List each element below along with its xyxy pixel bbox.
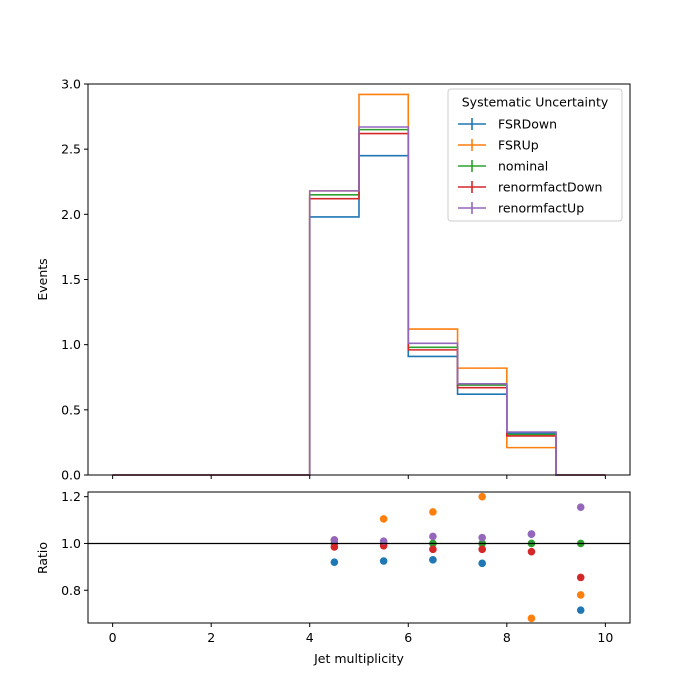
main-y-tick-label: 0.5	[61, 402, 81, 417]
legend-label: FSRDown	[498, 117, 557, 132]
legend-title: Systematic Uncertainty	[462, 95, 609, 110]
ratio-point-FSRDown	[330, 558, 339, 566]
legend-entry-FSRUp: FSRUp	[458, 138, 539, 153]
main-y-ticks: 0.0 0.5 1.0 1.5 2.0 2.5 3.0	[61, 77, 88, 483]
legend-label: renormfactUp	[498, 201, 584, 216]
ratio-point-FSRUp	[527, 614, 536, 623]
ratio-point-renormfactDown	[429, 545, 437, 554]
ratio-point-renormfactDown	[330, 543, 339, 551]
legend-entries: FSRDown FSRUp nominal renormfactDown renormf…	[458, 117, 602, 216]
ratio-point-FSRDown	[379, 557, 388, 565]
main-y-tick-label: 3.0	[61, 77, 81, 92]
ratio-point-renormfactUp	[478, 533, 486, 542]
legend-entry-renormfactUp: renormfactUp	[458, 201, 584, 216]
legend-label: FSRUp	[498, 138, 539, 153]
legend-entry-FSRDown: FSRDown	[458, 117, 557, 132]
legend-entry-nominal: nominal	[458, 159, 548, 174]
ratio-point-FSRUp	[429, 508, 437, 516]
ratio-point-renormfactUp	[429, 532, 437, 541]
ratio-point-renormfactUp	[527, 530, 536, 538]
main-y-tick-label: 1.5	[61, 272, 81, 287]
ratio-y-tick-label: 1.0	[61, 536, 81, 551]
main-y-tick-label: 1.0	[61, 337, 81, 352]
legend-label: nominal	[498, 159, 548, 174]
ratio-point-renormfactUp	[330, 536, 339, 544]
x-tick-label: 8	[503, 630, 511, 645]
ratio-y-ticks: 0.8 1.0 1.2	[61, 489, 88, 598]
main-histogram-panel: 0.0 0.5 1.0 1.5 2.0 2.5 3.0 Events Systematic …	[35, 77, 631, 483]
ratio-y-axis-label: Ratio	[35, 542, 50, 574]
ratio-point-FSRUp	[379, 515, 388, 523]
ratio-point-renormfactDown	[527, 547, 536, 556]
ratio-point-renormfactDown	[478, 545, 486, 554]
legend-box	[447, 88, 623, 222]
legend-entry-renormfactDown: renormfactDown	[458, 180, 602, 195]
x-tick-label: 10	[597, 630, 613, 645]
ratio-points	[330, 492, 585, 623]
ratio-point-FSRDown	[429, 556, 437, 564]
ratio-x-ticks: 0 2 4 6 8 10	[109, 623, 613, 645]
ratio-point-FSRDown	[478, 559, 486, 568]
main-y-tick-label: 2.0	[61, 207, 81, 222]
x-tick-label: 0	[109, 630, 117, 645]
ratio-point-renormfactUp	[576, 503, 585, 512]
ratio-y-tick-label: 0.8	[61, 583, 81, 598]
legend-label: renormfactDown	[498, 180, 602, 195]
x-tick-label: 4	[306, 630, 314, 645]
ratio-panel: 0.8 1.0 1.2 0 2 4 6 8 10 Ratio Jet multiplicity	[35, 489, 631, 666]
main-y-axis-label: Events	[35, 258, 50, 300]
ratio-point-FSRUp	[576, 591, 585, 599]
ratio-axes-frame	[87, 491, 631, 624]
x-tick-label: 2	[207, 630, 215, 645]
x-axis-label: Jet multiplicity	[313, 651, 404, 666]
main-x-ticks	[112, 475, 606, 479]
ratio-point-renormfactDown	[576, 573, 585, 582]
ratio-point-FSRUp	[478, 492, 486, 501]
ratio-y-tick-label: 1.2	[61, 489, 81, 504]
main-y-tick-label: 0.0	[61, 468, 81, 483]
main-y-tick-label: 2.5	[61, 142, 81, 157]
ratio-point-FSRDown	[576, 606, 585, 614]
legend: Systematic Uncertainty FSRDown FSRUp nomin…	[447, 88, 623, 222]
x-tick-label: 6	[404, 630, 412, 645]
